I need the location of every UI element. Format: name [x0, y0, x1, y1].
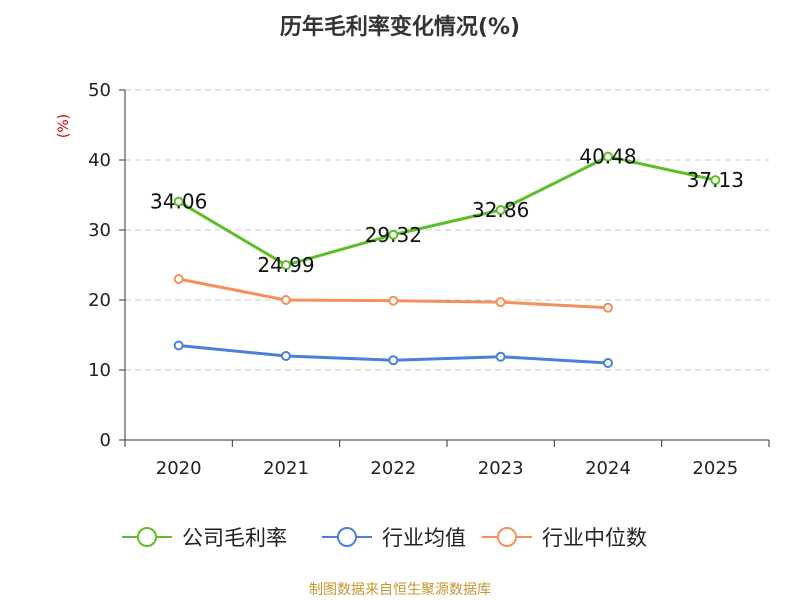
legend-marker: [137, 527, 157, 547]
legend-label: 行业均值: [382, 526, 466, 550]
data-point: [495, 297, 506, 308]
legend-marker: [497, 527, 517, 547]
y-tick-label: 20: [88, 290, 111, 311]
data-point: [173, 274, 184, 284]
legend-label: 公司毛利率: [182, 526, 287, 550]
axes: 0 10 20 30 40 50 2020 2021 2022 2023 2024 2025: [88, 80, 770, 479]
data-point: [495, 351, 506, 362]
data-label: 37.13: [687, 168, 744, 192]
data-point: [710, 175, 721, 186]
x-tick-label: 2022: [370, 458, 416, 479]
source-note: 制图数据来自恒生聚源数据库: [309, 582, 491, 598]
y-tick-label: 10: [88, 360, 111, 381]
data-label: 24.99: [257, 253, 314, 277]
grid-lines: [125, 89, 769, 371]
series-line-0: [177, 155, 716, 267]
data-point: [173, 196, 184, 207]
data-point: [603, 151, 613, 162]
data-point: [281, 295, 291, 305]
y-tick-label: 0: [100, 430, 111, 451]
y-tick-label: 50: [88, 80, 111, 101]
data-label: 34.06: [150, 190, 207, 214]
legend-label: 行业中位数: [542, 526, 647, 550]
legend-marker: [337, 527, 357, 547]
x-tick-label: 2025: [692, 458, 738, 479]
y-tick-label: 40: [88, 150, 111, 171]
chart-title: 历年毛利率变化情况(%): [280, 14, 520, 40]
x-tick-label: 2021: [263, 458, 309, 479]
data-labels: 34.06 24.99 29.32 32.86 40.48 37.13: [150, 145, 744, 277]
data-point: [281, 351, 291, 361]
data-point: [281, 260, 291, 271]
series-lines: [173, 151, 721, 368]
data-point: [603, 358, 613, 368]
data-point: [388, 229, 399, 240]
data-point: [388, 295, 399, 306]
data-point: [388, 355, 399, 366]
legend: 公司毛利率 行业均值 行业中位数: [122, 526, 647, 550]
data-point: [495, 204, 506, 215]
data-point: [173, 340, 184, 351]
x-tick-label: 2020: [156, 458, 202, 479]
y-axis-unit-label: (%): [56, 114, 72, 138]
data-label: 29.32: [365, 223, 422, 247]
data-label: 32.86: [472, 198, 529, 222]
x-tick-label: 2023: [478, 458, 524, 479]
x-tick-label: 2024: [585, 458, 631, 479]
y-tick-label: 30: [88, 220, 111, 241]
data-point: [603, 302, 613, 313]
data-label: 40.48: [579, 145, 636, 169]
